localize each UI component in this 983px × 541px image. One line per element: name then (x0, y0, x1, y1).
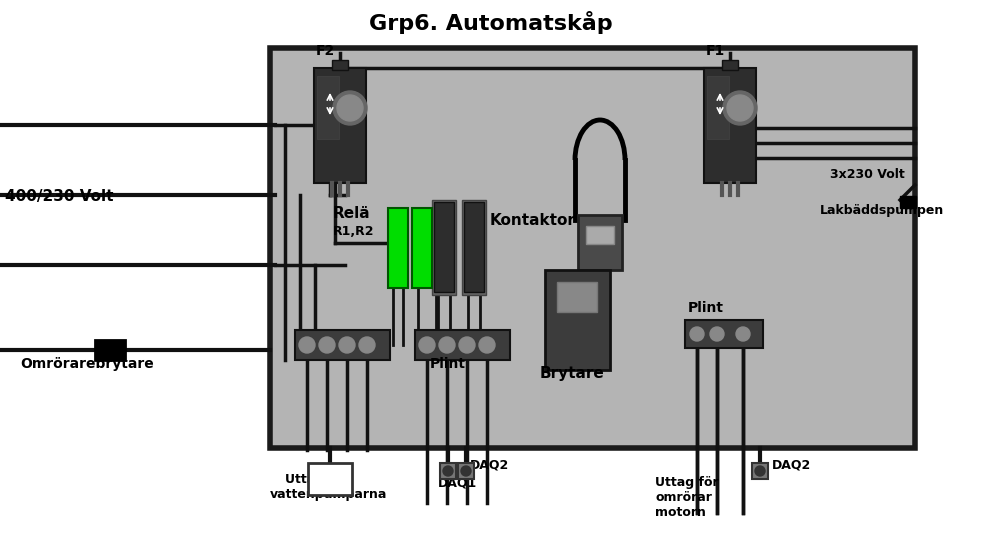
Text: vattenpumparna: vattenpumparna (270, 488, 387, 501)
FancyBboxPatch shape (432, 200, 456, 295)
Circle shape (755, 466, 765, 476)
Circle shape (690, 327, 704, 341)
Text: Relä: Relä (333, 206, 371, 221)
FancyBboxPatch shape (412, 208, 432, 288)
Text: Lakbäddspumpen: Lakbäddspumpen (820, 204, 945, 217)
Circle shape (419, 337, 435, 353)
Text: Grp6. Automatskåp: Grp6. Automatskåp (370, 10, 612, 34)
FancyBboxPatch shape (586, 226, 614, 244)
FancyBboxPatch shape (308, 463, 352, 495)
FancyBboxPatch shape (722, 60, 738, 70)
FancyBboxPatch shape (458, 463, 474, 479)
Text: Brytare: Brytare (540, 366, 605, 381)
Circle shape (337, 95, 363, 121)
FancyBboxPatch shape (545, 270, 610, 370)
Text: R1,R2: R1,R2 (333, 225, 375, 238)
FancyBboxPatch shape (270, 48, 915, 448)
FancyBboxPatch shape (900, 196, 916, 208)
Circle shape (339, 337, 355, 353)
Circle shape (736, 327, 750, 341)
Text: Plint: Plint (688, 301, 724, 315)
Text: Omrörarebrytare: Omrörarebrytare (20, 357, 153, 371)
FancyBboxPatch shape (578, 215, 622, 270)
Circle shape (359, 337, 375, 353)
FancyBboxPatch shape (557, 282, 597, 312)
Circle shape (333, 91, 367, 125)
FancyBboxPatch shape (332, 60, 348, 70)
Text: DAQ2: DAQ2 (470, 458, 509, 471)
Text: Uttag för: Uttag för (655, 476, 719, 489)
FancyBboxPatch shape (704, 68, 756, 183)
FancyBboxPatch shape (685, 320, 763, 348)
FancyBboxPatch shape (95, 340, 125, 360)
Circle shape (443, 466, 453, 476)
Circle shape (461, 466, 471, 476)
FancyBboxPatch shape (317, 76, 339, 139)
FancyBboxPatch shape (752, 463, 768, 479)
Text: DAQ1: DAQ1 (438, 476, 478, 489)
FancyBboxPatch shape (707, 76, 728, 139)
Text: Plint: Plint (430, 357, 466, 371)
Circle shape (727, 95, 753, 121)
FancyBboxPatch shape (440, 463, 456, 479)
Circle shape (459, 337, 475, 353)
Text: omrörar: omrörar (655, 491, 712, 504)
Text: F2: F2 (316, 44, 335, 58)
FancyBboxPatch shape (462, 200, 486, 295)
FancyBboxPatch shape (464, 202, 484, 292)
Text: 3x230 Volt: 3x230 Volt (830, 168, 904, 181)
FancyBboxPatch shape (295, 330, 390, 360)
Circle shape (439, 337, 455, 353)
Text: DAQ2: DAQ2 (772, 458, 811, 471)
FancyBboxPatch shape (434, 202, 454, 292)
Text: motorn: motorn (655, 506, 706, 519)
Circle shape (299, 337, 315, 353)
Text: 400/230 Volt: 400/230 Volt (5, 189, 113, 204)
Circle shape (723, 91, 757, 125)
Text: Kontaktor: Kontaktor (490, 213, 576, 228)
FancyBboxPatch shape (314, 68, 366, 183)
Text: F1: F1 (706, 44, 725, 58)
Circle shape (319, 337, 335, 353)
Circle shape (710, 327, 724, 341)
Circle shape (479, 337, 495, 353)
FancyBboxPatch shape (415, 330, 510, 360)
Text: Uttag för: Uttag för (285, 473, 349, 486)
FancyBboxPatch shape (388, 208, 408, 288)
